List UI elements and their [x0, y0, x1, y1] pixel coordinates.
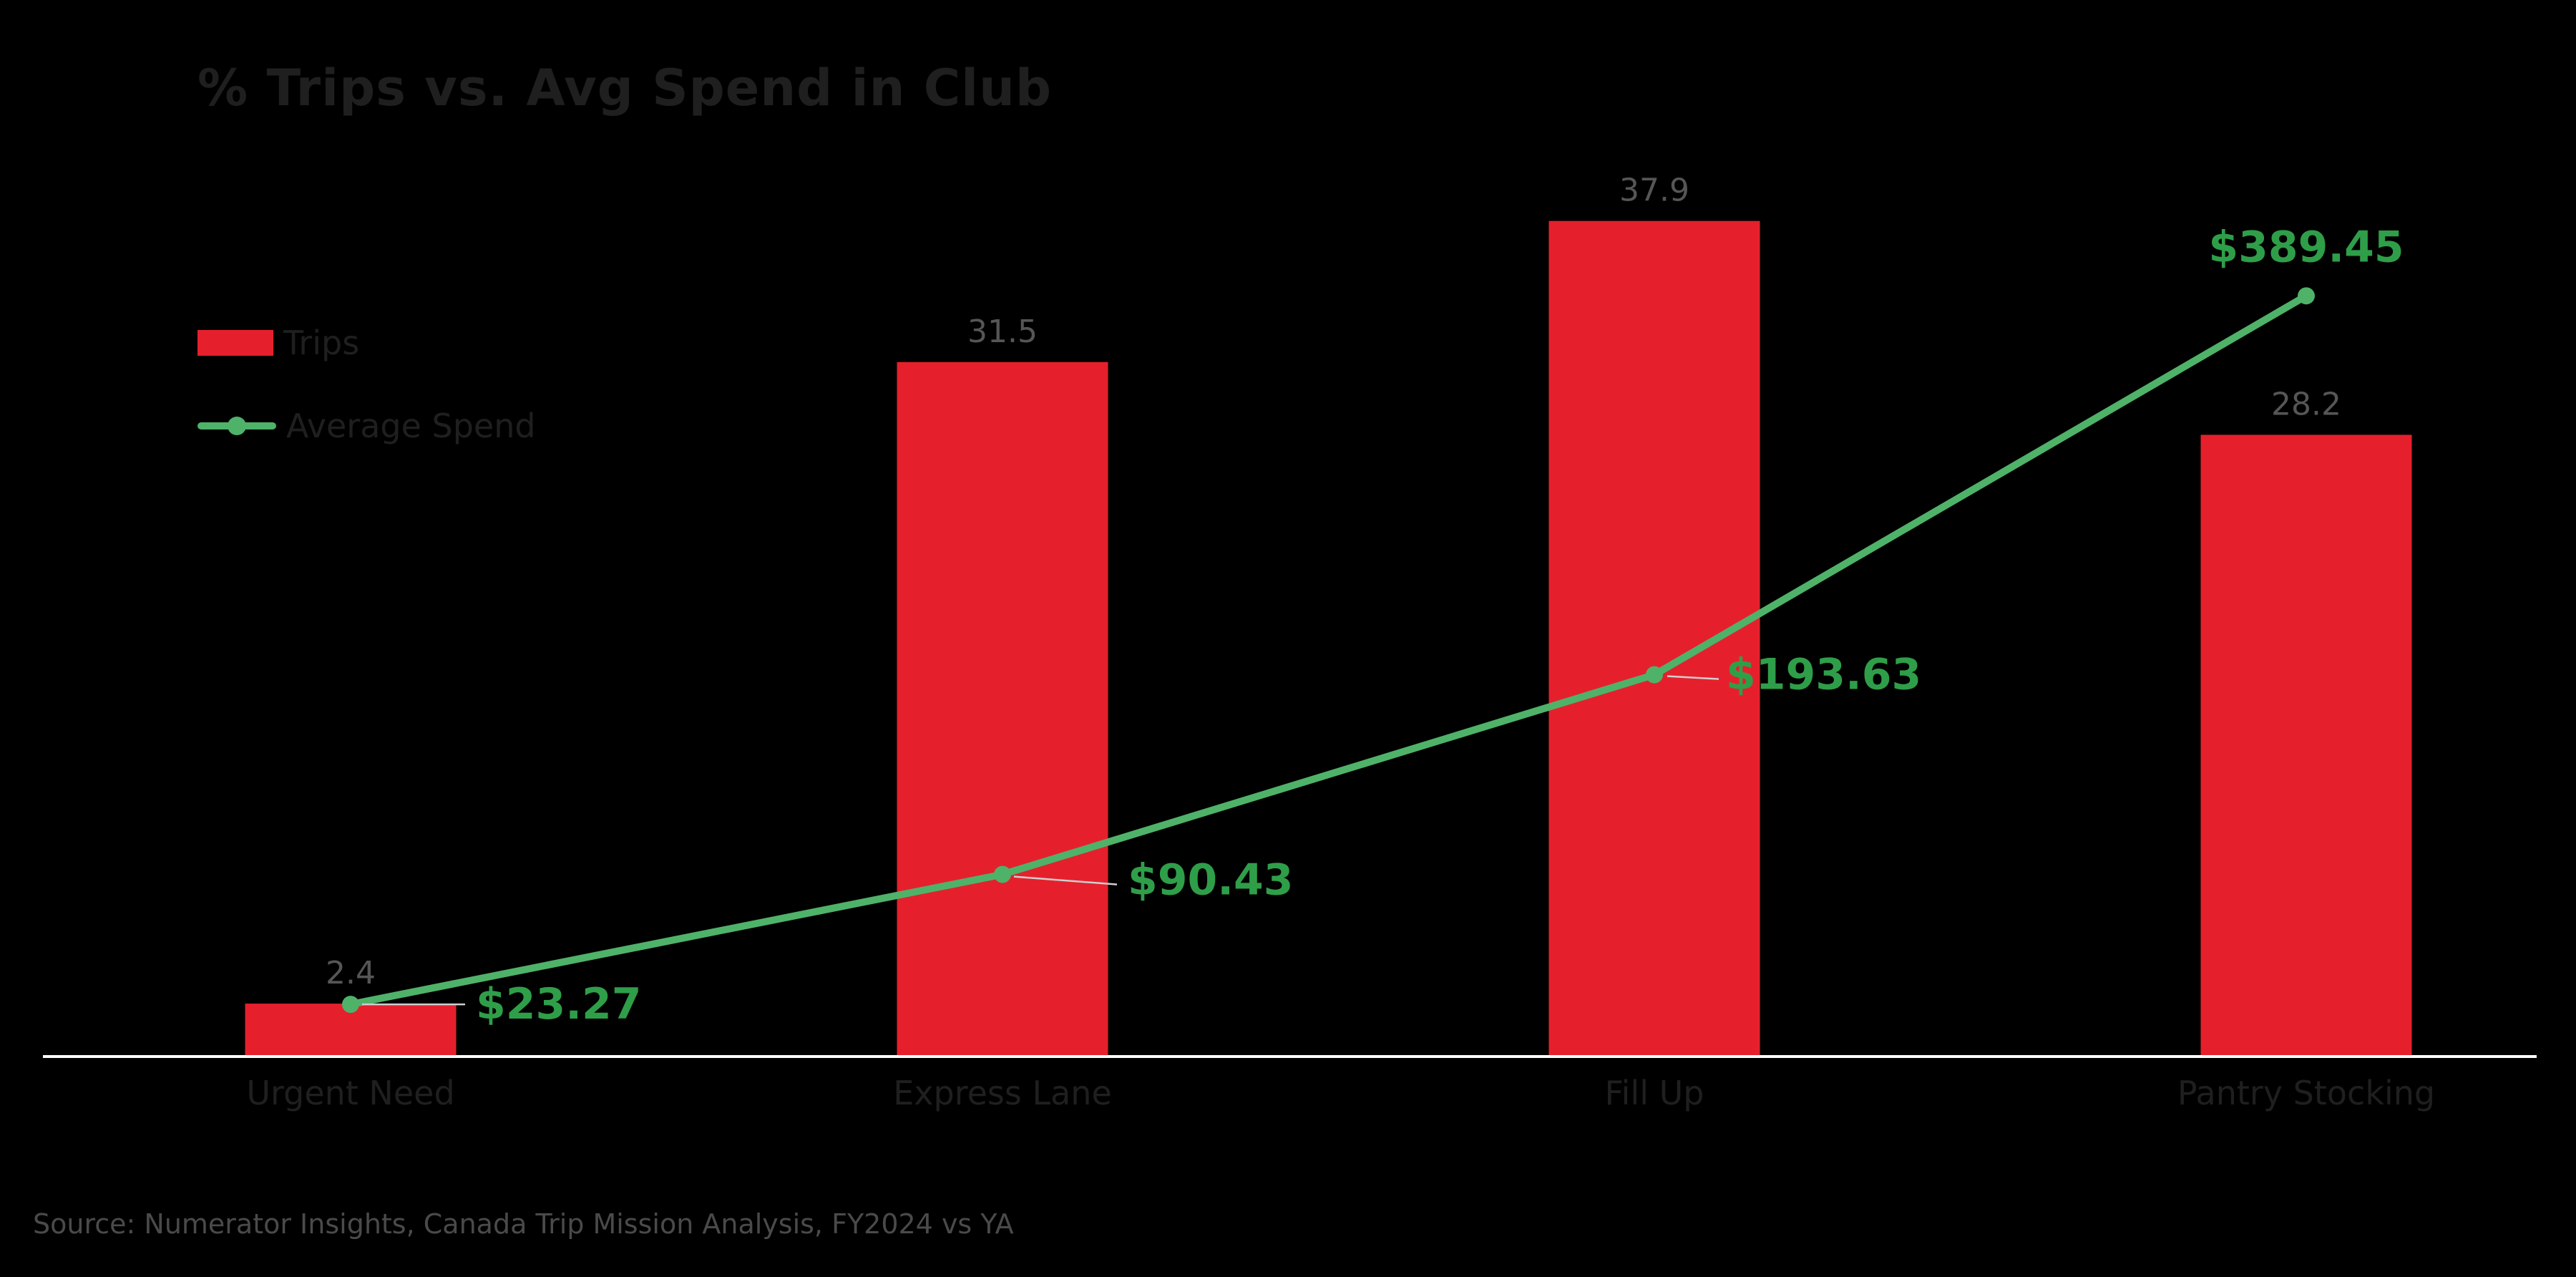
legend: Trips Average Spend — [197, 324, 536, 445]
trips-bar-value-label: 28.2 — [2271, 386, 2341, 422]
average-spend-value-label: $90.43 — [1128, 855, 1294, 905]
source-note: Source: Numerator Insights, Canada Trip … — [33, 1208, 1014, 1240]
average-spend-value-label: $23.27 — [476, 979, 642, 1029]
label-leader-line — [1013, 875, 1118, 885]
average-spend-legend-label: Average Spend — [286, 407, 536, 445]
x-axis-category-label: Pantry Stocking — [2177, 1074, 2435, 1112]
legend-item-average-spend: Average Spend — [197, 407, 536, 445]
average-spend-legend-dot — [228, 417, 246, 435]
label-leader-line — [1667, 675, 1719, 680]
average-spend-point — [2298, 287, 2315, 305]
average-spend-point — [342, 996, 359, 1014]
trips-bar — [2200, 434, 2412, 1057]
average-spend-value-label: $389.45 — [2208, 222, 2404, 272]
trips-bar-value-label: 31.5 — [967, 314, 1038, 350]
average-spend-point — [1646, 666, 1663, 684]
x-axis-category-label: Urgent Need — [246, 1074, 454, 1112]
average-spend-value-label: $193.63 — [1726, 650, 1921, 700]
x-axis-category-label: Express Lane — [893, 1074, 1112, 1112]
x-axis-category-label: Fill Up — [1605, 1074, 1704, 1112]
average-spend-legend-line — [197, 417, 276, 435]
average-spend-line — [347, 292, 2310, 1009]
trips-bar-value-label: 37.9 — [1619, 173, 1689, 209]
trips-legend-label: Trips — [283, 324, 360, 362]
trips-bar — [897, 361, 1108, 1057]
legend-item-trips: Trips — [197, 324, 536, 362]
trips-bar — [1548, 220, 1760, 1057]
trips-bar-value-label: 2.4 — [326, 955, 376, 991]
trips-legend-swatch — [197, 330, 273, 356]
chart-title: % Trips vs. Avg Spend in Club — [197, 59, 1053, 117]
average-spend-point — [994, 865, 1011, 883]
